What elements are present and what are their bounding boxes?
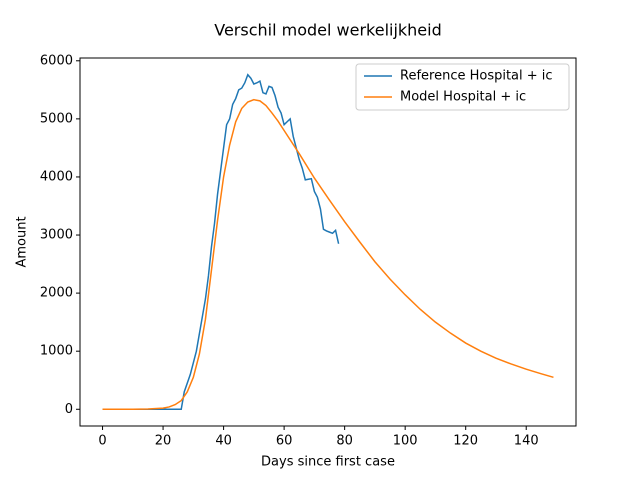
x-tick-label: 140 xyxy=(514,434,539,449)
legend-box xyxy=(355,63,570,111)
x-tick-label: 100 xyxy=(393,434,418,449)
y-tick-label: 6000 xyxy=(40,53,73,68)
legend-label: Model Hospital + ic xyxy=(400,90,526,105)
y-axis-label: Amount xyxy=(15,216,30,267)
x-axis-label: Days since first case xyxy=(261,455,395,470)
plot-frame xyxy=(79,57,577,427)
x-tick-label: 0 xyxy=(98,434,106,449)
chart-title: Verschil model werkelijkheid xyxy=(214,21,442,40)
x-tick-label: 60 xyxy=(276,434,293,449)
x-tick-label: 40 xyxy=(215,434,232,449)
y-tick-label: 1000 xyxy=(40,344,73,359)
data-line xyxy=(102,98,554,411)
x-tick-label: 120 xyxy=(453,434,478,449)
data-line xyxy=(102,73,340,411)
y-tick-label: 5000 xyxy=(40,111,73,126)
x-tick-label: 20 xyxy=(155,434,172,449)
y-tick-label: 3000 xyxy=(40,228,73,243)
y-tick-label: 0 xyxy=(65,402,73,417)
y-tick-label: 2000 xyxy=(40,286,73,301)
y-tick-label: 4000 xyxy=(40,169,73,184)
legend-label: Reference Hospital + ic xyxy=(400,69,553,84)
x-tick-label: 80 xyxy=(336,434,353,449)
